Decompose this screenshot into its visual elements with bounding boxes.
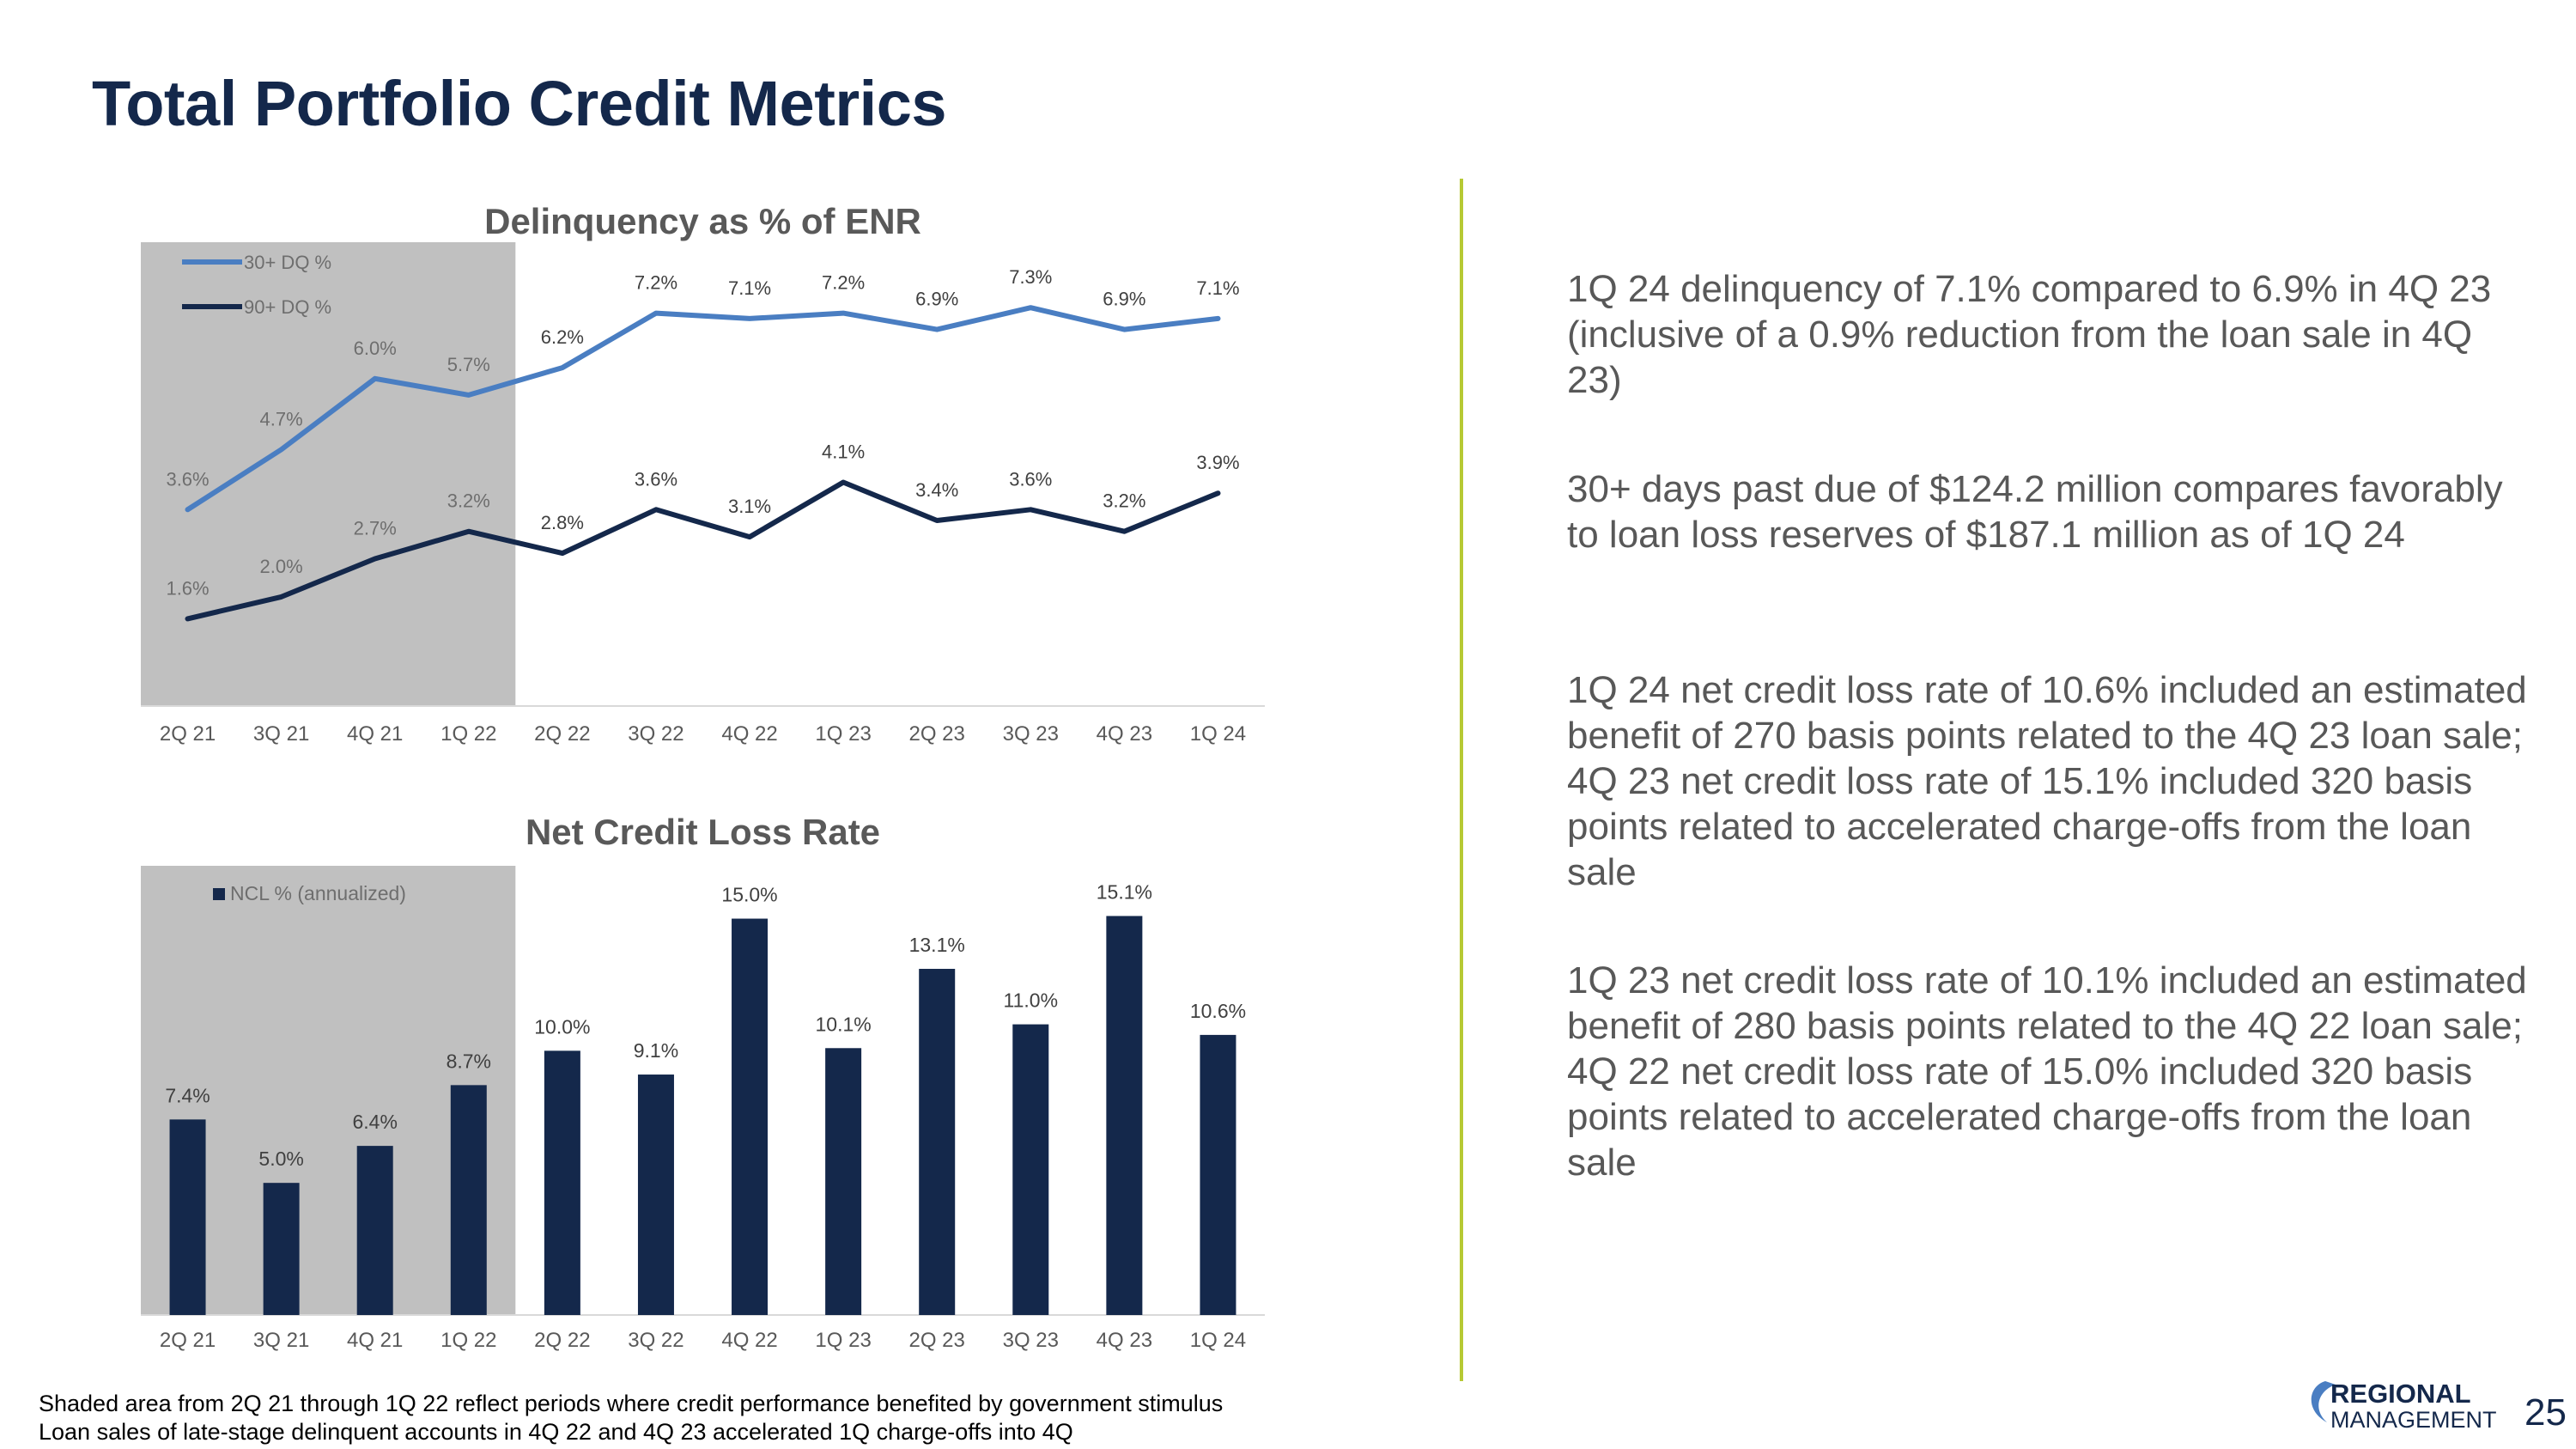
x-tick-label: 3Q 22 — [628, 722, 683, 746]
x-tick-label: 2Q 23 — [909, 722, 965, 746]
x-tick-label: 3Q 21 — [253, 1329, 309, 1352]
data-label: 11.0% — [1004, 989, 1059, 1012]
x-tick-label: 3Q 22 — [628, 1329, 683, 1352]
data-label: 1.6% — [166, 577, 209, 599]
series-line-30dq — [185, 305, 1221, 513]
commentary-item: 30+ days past due of $124.2 million comp… — [1567, 468, 2503, 556]
bar — [1200, 1034, 1236, 1315]
bar — [919, 968, 956, 1315]
stimulus-shaded-area — [141, 242, 516, 706]
data-label: 5.0% — [258, 1148, 303, 1170]
legend-label: 90+ DQ % — [244, 296, 331, 318]
x-tick-label: 2Q 22 — [534, 722, 590, 746]
page-number: 25 — [2524, 1391, 2567, 1434]
logo-wordmark-top: REGIONAL — [2330, 1379, 2471, 1409]
data-label: 7.1% — [728, 277, 771, 299]
footnote: Shaded area from 2Q 21 through 1Q 22 ref… — [39, 1391, 1224, 1416]
x-tick-label: 4Q 22 — [721, 722, 777, 746]
data-label: 3.2% — [447, 490, 490, 512]
bar — [825, 1048, 862, 1315]
legend-label: NCL % (annualized) — [230, 882, 406, 904]
footnote: Loan sales of late-stage delinquent acco… — [39, 1419, 1073, 1445]
x-tick-label: 4Q 23 — [1097, 722, 1152, 746]
data-label: 5.7% — [447, 354, 490, 375]
data-label: 7.2% — [635, 272, 677, 294]
data-label: 3.6% — [166, 468, 209, 490]
x-tick-label: 4Q 23 — [1097, 1329, 1152, 1352]
data-label: 4.7% — [260, 408, 303, 429]
x-tick-label: 3Q 23 — [1003, 722, 1059, 746]
chart-title: Delinquency as % of ENR — [484, 201, 921, 241]
x-tick-label: 3Q 23 — [1003, 1329, 1059, 1352]
bar — [1012, 1024, 1049, 1315]
data-label: 13.1% — [909, 934, 965, 956]
bar — [544, 1050, 580, 1315]
x-tick-label: 2Q 21 — [160, 1329, 216, 1352]
data-label: 10.0% — [534, 1015, 590, 1038]
data-label: 2.8% — [541, 512, 584, 533]
charts-area: Delinquency as % of ENR 2Q 21 3Q 21 4Q 21 1Q… — [141, 201, 1265, 1352]
data-label: 3.2% — [1103, 490, 1145, 512]
commentary-item: 1Q 24 net credit loss rate of 10.6% incl… — [1567, 669, 2527, 893]
legend-label: 30+ DQ % — [244, 252, 331, 273]
data-label: 3.6% — [635, 468, 677, 490]
data-label: 10.1% — [816, 1013, 872, 1035]
data-label: 3.9% — [1196, 452, 1239, 473]
page-title: Total Portfolio Credit Metrics — [92, 68, 947, 139]
footnotes: Shaded area from 2Q 21 through 1Q 22 ref… — [39, 1390, 1223, 1446]
data-label: 9.1% — [634, 1039, 678, 1062]
bar — [1106, 916, 1143, 1315]
company-logo: REGIONAL MANAGEMENT — [2301, 1374, 2524, 1434]
data-label: 4.1% — [822, 441, 865, 463]
commentary-item: 1Q 24 delinquency of 7.1% compared to 6.… — [1567, 268, 2492, 401]
data-label: 6.9% — [1103, 289, 1145, 310]
data-label: 6.4% — [352, 1111, 397, 1133]
x-tick-label: 4Q 21 — [347, 722, 403, 746]
data-label: 7.1% — [1196, 277, 1239, 299]
commentary-item: 1Q 23 net credit loss rate of 10.1% incl… — [1567, 959, 2527, 1184]
bar — [450, 1085, 487, 1315]
x-tick-label: 1Q 23 — [815, 722, 871, 746]
data-label: 15.1% — [1097, 880, 1152, 903]
data-label: 10.6% — [1190, 1000, 1246, 1022]
data-label: 3.6% — [1009, 468, 1052, 490]
data-label: 2.0% — [260, 556, 303, 577]
series-line-90dq — [185, 479, 1221, 622]
data-label: 6.0% — [354, 338, 397, 359]
x-tick-label: 3Q 21 — [253, 722, 309, 746]
data-label: 7.3% — [1009, 266, 1052, 288]
x-tick-label: 1Q 24 — [1190, 1329, 1246, 1352]
data-label: 7.4% — [165, 1084, 210, 1106]
data-label: 3.1% — [728, 496, 771, 517]
data-label: 7.2% — [822, 272, 865, 294]
data-label: 15.0% — [721, 884, 777, 906]
logo-swoosh-icon — [2311, 1381, 2336, 1422]
data-label: 8.7% — [447, 1050, 491, 1072]
x-tick-label: 1Q 23 — [815, 1329, 871, 1352]
x-tick-label: 1Q 22 — [440, 722, 496, 746]
logo-wordmark-bottom: MANAGEMENT — [2330, 1407, 2497, 1433]
legend-swatch — [213, 888, 225, 900]
x-tick-label: 1Q 24 — [1190, 722, 1246, 746]
chart-title: Net Credit Loss Rate — [526, 812, 880, 852]
data-label: 3.4% — [915, 479, 958, 501]
bar — [732, 918, 769, 1315]
x-tick-label: 4Q 21 — [347, 1329, 403, 1352]
x-tick-label: 2Q 23 — [909, 1329, 965, 1352]
x-tick-label: 4Q 22 — [721, 1329, 777, 1352]
x-tick-label: 2Q 22 — [534, 1329, 590, 1352]
bar — [263, 1183, 300, 1315]
bar — [637, 1075, 674, 1315]
vertical-divider — [1460, 179, 1463, 1381]
data-label: 6.2% — [541, 326, 584, 348]
data-label: 6.9% — [915, 289, 958, 310]
bar — [356, 1146, 393, 1315]
x-tick-label: 1Q 22 — [440, 1329, 496, 1352]
bar — [169, 1119, 206, 1315]
data-label: 2.7% — [354, 517, 397, 539]
x-tick-label: 2Q 21 — [160, 722, 216, 746]
